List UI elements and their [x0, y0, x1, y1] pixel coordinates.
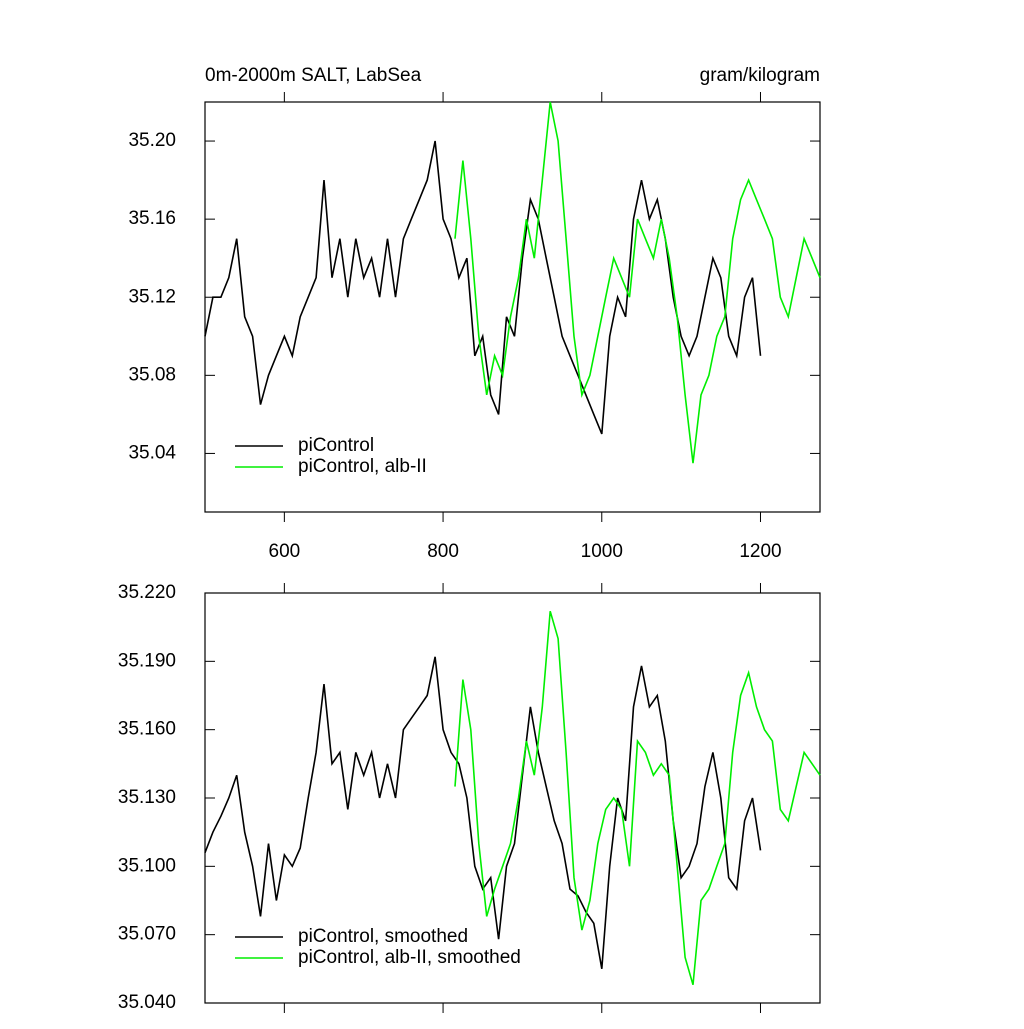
- x-tick-label: 1200: [739, 541, 781, 562]
- chart-title: 0m-2000m SALT, LabSea: [205, 65, 422, 86]
- series-line: [454, 101, 821, 464]
- y-tick-label: 35.100: [118, 855, 176, 876]
- y-tick-label: 35.040: [118, 992, 176, 1013]
- plot-frame: [204, 101, 821, 513]
- legend-label: piControl, alb-II: [298, 456, 427, 477]
- y-tick-label: 35.190: [118, 650, 176, 671]
- series-line: [204, 140, 762, 435]
- legend-label: piControl, smoothed: [298, 926, 468, 947]
- y-tick-label: 35.160: [118, 719, 176, 740]
- y-tick-label: 35.070: [118, 924, 176, 945]
- y-tick-label: 35.220: [118, 582, 176, 603]
- legend-label: piControl: [298, 435, 374, 456]
- y-tick-label: 35.16: [128, 208, 176, 229]
- y-tick-label: 35.04: [128, 442, 176, 463]
- x-tick-label: 600: [269, 541, 301, 562]
- x-tick-label: 1000: [581, 541, 623, 562]
- y-tick-label: 35.12: [128, 286, 176, 307]
- unit-label: gram/kilogram: [700, 65, 820, 86]
- y-tick-label: 35.20: [128, 130, 176, 151]
- legend-label: piControl, alb-II, smoothed: [298, 947, 521, 968]
- x-tick-label: 800: [427, 541, 459, 562]
- series-line: [204, 656, 762, 969]
- y-tick-label: 35.08: [128, 364, 176, 385]
- series-line: [454, 610, 821, 986]
- y-tick-label: 35.130: [118, 787, 176, 808]
